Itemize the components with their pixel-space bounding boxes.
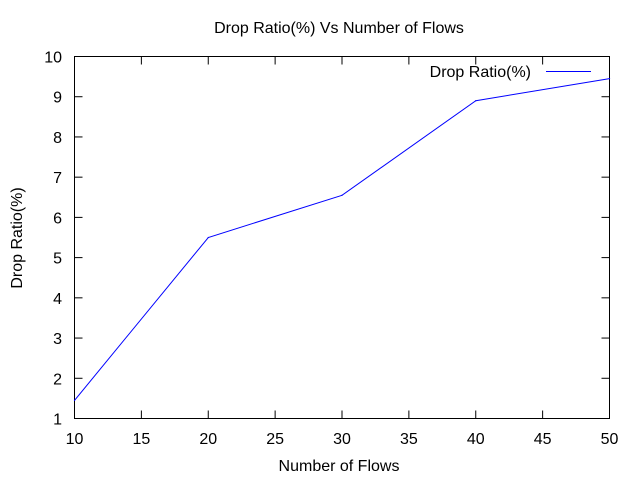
data-point: [73, 399, 76, 401]
y-tick-label: 3: [53, 331, 62, 348]
legend: Drop Ratio(%): [430, 64, 591, 81]
y-tick-label: 5: [53, 251, 62, 268]
x-tick-label: 45: [534, 431, 552, 448]
x-tick-label: 15: [132, 431, 150, 448]
data-point: [341, 194, 343, 196]
x-tick-label: 50: [601, 431, 619, 448]
y-tick-label: 8: [53, 130, 62, 147]
x-tick-label: 25: [266, 431, 284, 448]
y-tick-label: 9: [53, 90, 62, 107]
data-point: [207, 236, 209, 239]
y-tick-label: 2: [53, 371, 62, 388]
legend-label: Drop Ratio(%): [430, 64, 531, 81]
series-line: [74, 78, 610, 401]
x-tick-label: 35: [400, 431, 418, 448]
y-tick-label: 1: [53, 412, 62, 429]
y-tick-label: 4: [53, 291, 62, 308]
x-tick-label: 10: [66, 431, 84, 448]
x-tick-label: 30: [333, 431, 351, 448]
x-tick-label: 40: [467, 431, 485, 448]
data-point: [608, 78, 611, 80]
series-layer: [73, 78, 611, 401]
y-tick-label: 7: [53, 170, 62, 187]
chart-title: Drop Ratio(%) Vs Number of Flows: [214, 20, 464, 37]
plot-area-frame: [74, 56, 610, 419]
x-axis: 10 15 20 25 30 35 40 45 50: [66, 56, 619, 448]
y-axis: 1 2 3 4 5 6 7 8 9 10: [44, 50, 610, 429]
y-tick-label: 6: [53, 210, 62, 227]
x-axis-label: Number of Flows: [279, 458, 400, 475]
data-point: [475, 100, 477, 102]
y-tick-label: 10: [44, 50, 62, 67]
y-axis-label: Drop Ratio(%): [9, 187, 26, 288]
x-tick-label: 20: [199, 431, 217, 448]
